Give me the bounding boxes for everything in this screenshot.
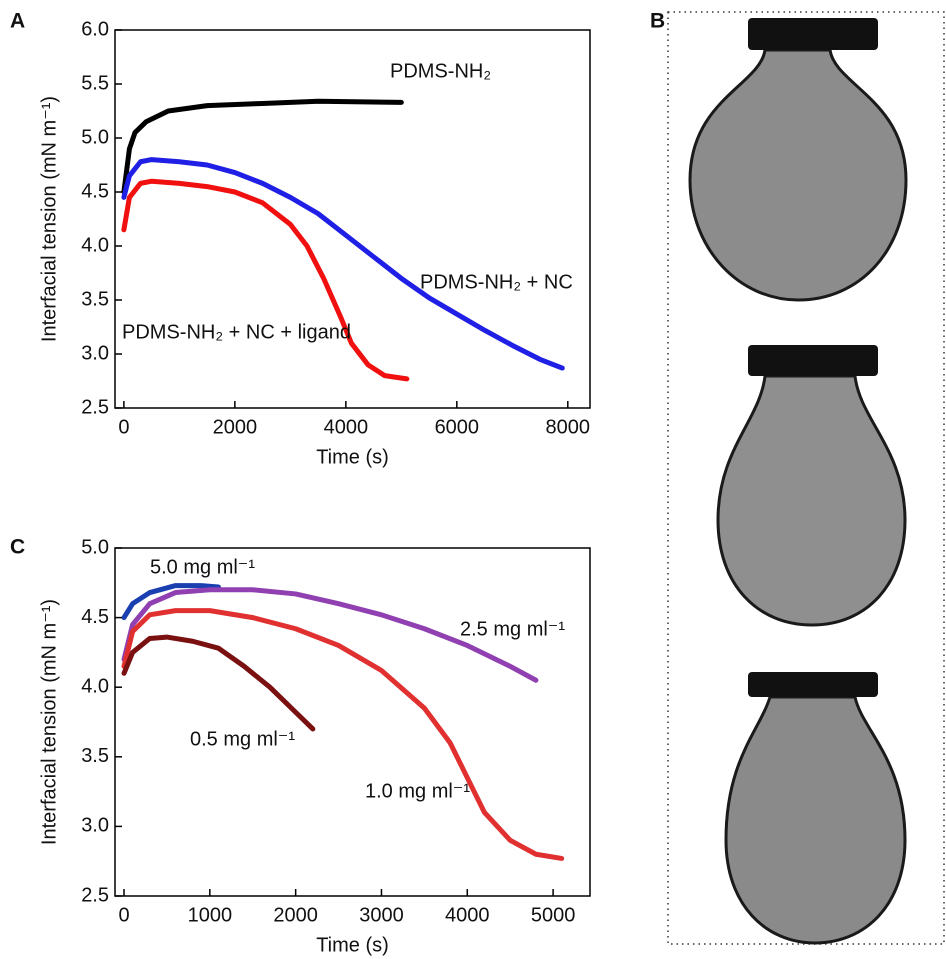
x-axis-title: Time (s): [316, 446, 389, 468]
series-line: [121, 634, 316, 732]
series-line: [121, 98, 404, 195]
x-tick-label: 0: [118, 904, 129, 926]
series-line: [121, 178, 410, 382]
series-line: [121, 587, 539, 683]
y-tick-label: 4.0: [81, 675, 109, 697]
x-tick-label: 8000: [546, 416, 591, 438]
x-tick-label: 6000: [435, 416, 480, 438]
y-tick-label: 5.0: [81, 126, 109, 148]
panel-label: A: [10, 10, 25, 33]
series-line: [121, 583, 221, 621]
image-frame: [667, 11, 945, 945]
y-tick-label: 5.5: [81, 72, 109, 94]
y-tick-label: 3.5: [81, 288, 109, 310]
y-tick-label: 2.5: [81, 396, 109, 418]
x-axis-title: Time (s): [316, 934, 389, 956]
y-axis-title: Interfacial tension (mN m⁻¹): [38, 599, 60, 845]
series-label: PDMS-NH₂ + NC: [420, 271, 573, 293]
droplet: [724, 672, 907, 945]
x-tick-label: 4000: [324, 416, 369, 438]
plot-frame: [114, 29, 591, 409]
plot-frame: [114, 547, 591, 897]
y-tick-label: 5.0: [81, 536, 109, 558]
droplet: [688, 18, 908, 302]
droplet: [716, 345, 907, 627]
series-label: 5.0 mg ml⁻¹: [150, 556, 255, 578]
y-tick-label: 3.5: [81, 745, 109, 767]
y-tick-label: 4.0: [81, 234, 109, 256]
y-tick-label: 4.5: [81, 606, 109, 628]
panel-label: B: [650, 10, 665, 33]
series-line: [121, 608, 565, 861]
x-tick-label: 2000: [273, 904, 318, 926]
panel-label: C: [10, 536, 25, 559]
x-tick-label: 4000: [445, 904, 490, 926]
series-label: PDMS-NH₂ + NC + ligand: [122, 321, 351, 343]
series-label: 1.0 mg ml⁻¹: [365, 780, 470, 802]
y-tick-label: 3.0: [81, 815, 109, 837]
series-label: PDMS-NH₂: [390, 60, 491, 82]
series-label: 0.5 mg ml⁻¹: [190, 728, 295, 750]
y-axis-title: Interfacial tension (mN m⁻¹): [38, 96, 60, 342]
x-tick-label: 2000: [213, 416, 258, 438]
x-tick-label: 0: [118, 416, 129, 438]
y-tick-label: 3.0: [81, 342, 109, 364]
y-tick-label: 4.5: [81, 180, 109, 202]
series-line: [121, 157, 565, 371]
x-tick-label: 3000: [359, 904, 404, 926]
x-tick-label: 1000: [188, 904, 233, 926]
x-tick-label: 5000: [531, 904, 576, 926]
series-label: 2.5 mg ml⁻¹: [460, 618, 565, 640]
y-tick-label: 6.0: [81, 18, 109, 40]
y-tick-label: 2.5: [81, 884, 109, 906]
